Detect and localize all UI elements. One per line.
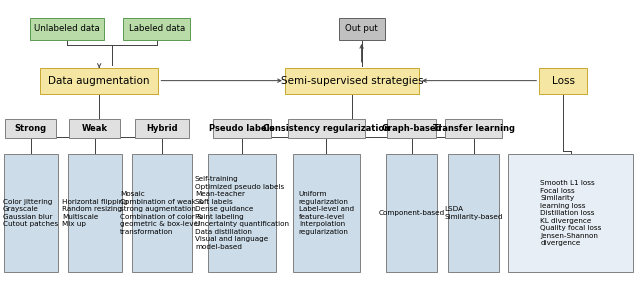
- Text: Color jittering
Grayscale
Gaussian blur
Cutout patches: Color jittering Grayscale Gaussian blur …: [3, 199, 58, 227]
- FancyBboxPatch shape: [3, 154, 58, 272]
- Text: Component-based: Component-based: [378, 210, 445, 216]
- FancyBboxPatch shape: [387, 119, 436, 137]
- Text: Horizontal flipping
Random resizing
Multiscale
Mix up: Horizontal flipping Random resizing Mult…: [62, 199, 127, 227]
- Text: Graph-based: Graph-based: [381, 124, 442, 133]
- FancyBboxPatch shape: [123, 18, 191, 40]
- Text: Data augmentation: Data augmentation: [49, 76, 150, 86]
- Text: Unlabeled data: Unlabeled data: [35, 24, 100, 33]
- FancyBboxPatch shape: [30, 18, 104, 40]
- FancyBboxPatch shape: [288, 119, 365, 137]
- Text: Strong: Strong: [15, 124, 47, 133]
- FancyBboxPatch shape: [448, 154, 499, 272]
- Text: Labeled data: Labeled data: [129, 24, 185, 33]
- Text: Smooth L1 loss
Focal loss
Similarity
learning loss
Distillation loss
KL divergen: Smooth L1 loss Focal loss Similarity lea…: [540, 180, 602, 246]
- FancyBboxPatch shape: [509, 154, 634, 272]
- Text: Loss: Loss: [552, 76, 575, 86]
- FancyBboxPatch shape: [540, 68, 588, 94]
- Text: Transfer learning: Transfer learning: [433, 124, 515, 133]
- Text: Out put: Out put: [345, 24, 378, 33]
- Text: Weak: Weak: [82, 124, 108, 133]
- Text: Consistency regularization: Consistency regularization: [263, 124, 390, 133]
- FancyBboxPatch shape: [213, 119, 271, 137]
- Text: Uniform
regularization
Label-level and
feature-level
Interpolation
regularizatio: Uniform regularization Label-level and f…: [299, 191, 354, 235]
- Text: Self-training
Optimized pseudo labels
Mean-teacher
Soft labels
Dense guidance
Po: Self-training Optimized pseudo labels Me…: [195, 176, 289, 250]
- Text: LSDA
Similarity-based: LSDA Similarity-based: [444, 206, 503, 220]
- FancyBboxPatch shape: [5, 119, 56, 137]
- FancyBboxPatch shape: [445, 119, 502, 137]
- Text: Pseudo labels: Pseudo labels: [209, 124, 275, 133]
- Text: Hybrid: Hybrid: [146, 124, 178, 133]
- FancyBboxPatch shape: [339, 18, 385, 40]
- Text: Semi-supervised strategies: Semi-supervised strategies: [281, 76, 423, 86]
- FancyBboxPatch shape: [67, 154, 122, 272]
- FancyBboxPatch shape: [132, 154, 192, 272]
- FancyBboxPatch shape: [135, 119, 189, 137]
- Text: Mosaic
Combination of weak &
strong augmentation
Combination of color &
geometri: Mosaic Combination of weak & strong augm…: [120, 191, 204, 235]
- FancyBboxPatch shape: [293, 154, 360, 272]
- FancyBboxPatch shape: [40, 68, 159, 94]
- FancyBboxPatch shape: [285, 68, 419, 94]
- FancyBboxPatch shape: [209, 154, 275, 272]
- FancyBboxPatch shape: [386, 154, 437, 272]
- FancyBboxPatch shape: [69, 119, 120, 137]
